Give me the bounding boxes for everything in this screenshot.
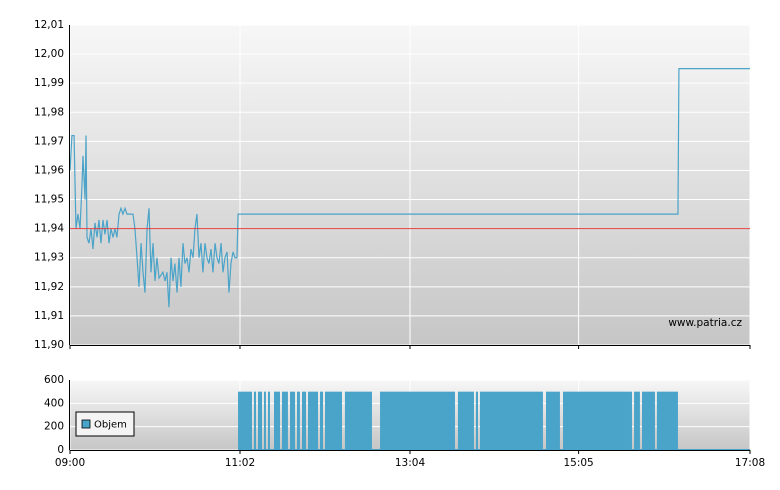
volume-bar [639,449,643,450]
y-tick-label: 400 [44,397,64,409]
y-tick-label: 11,96 [34,164,64,176]
x-tick-label: 15:05 [563,457,593,469]
volume-bar [290,391,296,450]
y-tick-label: 11,94 [34,223,64,235]
volume-bar [371,449,381,450]
y-tick-label: 11,98 [34,106,64,118]
y-tick-label: 0 [57,444,64,456]
y-tick-label: 600 [44,374,64,386]
volume-bar [479,391,543,450]
volume-bar [318,449,320,450]
volume-bar [559,449,563,450]
volume-bar [306,449,308,450]
volume-bar [475,391,478,450]
volume-bar [308,391,319,450]
legend-label: Objem [94,420,127,431]
legend-box [75,411,135,437]
volume-bar [342,449,345,450]
volume-bar [238,391,252,450]
x-tick-label: 17:08 [735,457,765,469]
volume-bar [677,449,750,450]
volume-bar [302,391,307,450]
y-tick-label: 200 [44,421,64,433]
y-tick-label: 11,95 [34,194,64,206]
volume-bar [542,449,546,450]
volume-bar [265,449,269,450]
x-tick-label: 11:02 [225,457,255,469]
volume-bar [323,449,325,450]
y-tick-label: 12,00 [34,48,64,60]
volume-bar [455,449,458,450]
volume-bar [269,449,274,450]
volume-bar [642,391,655,450]
volume-bar [253,391,257,450]
volume-bar [457,391,474,450]
volume-bar [563,391,632,450]
volume-bar [546,391,560,450]
volume-bar [279,449,282,450]
volume-bar [631,449,635,450]
volume-bar [319,391,324,450]
y-tick-label: 12,01 [34,19,64,31]
y-tick-label: 11,99 [34,77,64,89]
volume-bar [251,449,254,450]
volume-bar [478,449,480,450]
volume-bar [299,449,303,450]
volume-bar [296,391,300,450]
volume-bar [473,449,476,450]
x-tick-label: 09:00 [55,457,85,469]
legend-swatch [81,419,91,429]
volume-bar [262,449,264,450]
volume-bar [295,449,297,450]
volume-bar [656,391,678,450]
y-tick-label: 11,90 [34,339,64,351]
volume-bar [257,391,263,450]
watermark: www.patria.cz [668,317,742,329]
volume-bar [287,449,291,450]
volume-bar [654,449,657,450]
volume-bar [634,391,640,450]
volume-bar [274,391,280,450]
x-tick-label: 13:04 [395,457,426,469]
price-line [69,68,750,308]
y-tick-label: 11,92 [34,281,64,293]
y-tick-label: 11,97 [34,135,64,147]
volume-bar [268,391,270,450]
volume-bar [256,449,258,450]
volume-bar [263,391,266,450]
volume-bar [344,391,372,450]
volume-bar [281,391,288,450]
y-tick-label: 11,93 [34,252,64,264]
volume-bar [380,391,456,450]
volume-bar [325,391,342,450]
y-tick-label: 11,91 [34,310,64,322]
